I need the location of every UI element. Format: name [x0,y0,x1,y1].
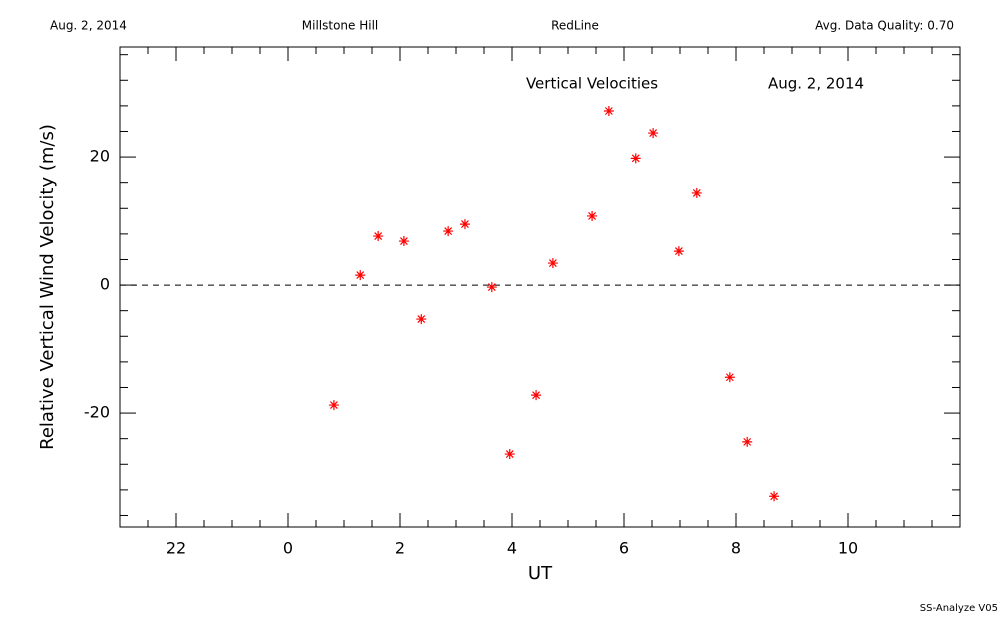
data-point [691,187,702,198]
footer: SS-Analyze V05 [920,603,998,614]
data-point [328,400,339,411]
data-point [769,491,780,502]
data-point [547,258,558,269]
header-filter: RedLine [551,19,599,33]
x-tick-label: 2 [395,539,405,558]
y-tick-label: 20 [90,147,110,166]
data-point [742,436,753,447]
data-point [531,390,542,401]
data-point [603,106,614,116]
x-tick-label: 0 [283,539,293,558]
x-tick-label: 6 [619,539,629,558]
header-site: Millstone Hill [302,19,378,33]
x-axis-label: UT [528,563,553,584]
header-quality: Avg. Data Quality: 0.70 [815,19,954,33]
x-tick-label: 8 [731,539,741,558]
data-point [724,372,735,383]
data-point [373,231,384,242]
y-axis-label: Relative Vertical Wind Velocity (m/s) [37,124,58,450]
y-tick-label: 0 [100,275,110,294]
data-point [398,236,409,247]
x-tick-label: 4 [507,539,517,558]
data-point [459,219,470,230]
data-point [443,226,454,237]
data-point [504,449,515,460]
chart-title: Vertical Velocities [526,75,658,93]
x-tick-label: 10 [838,539,858,558]
data-point [416,314,427,325]
data-point [587,210,598,221]
header-date: Aug. 2, 2014 [50,19,127,33]
data-point [355,270,366,281]
x-tick-label: 22 [166,539,186,558]
data-point [648,128,659,139]
data-point [673,246,684,257]
data-point [486,282,497,293]
annotation: Aug. 2, 2014 [768,75,864,93]
y-tick-label: -20 [84,403,110,422]
data-point [630,153,641,164]
